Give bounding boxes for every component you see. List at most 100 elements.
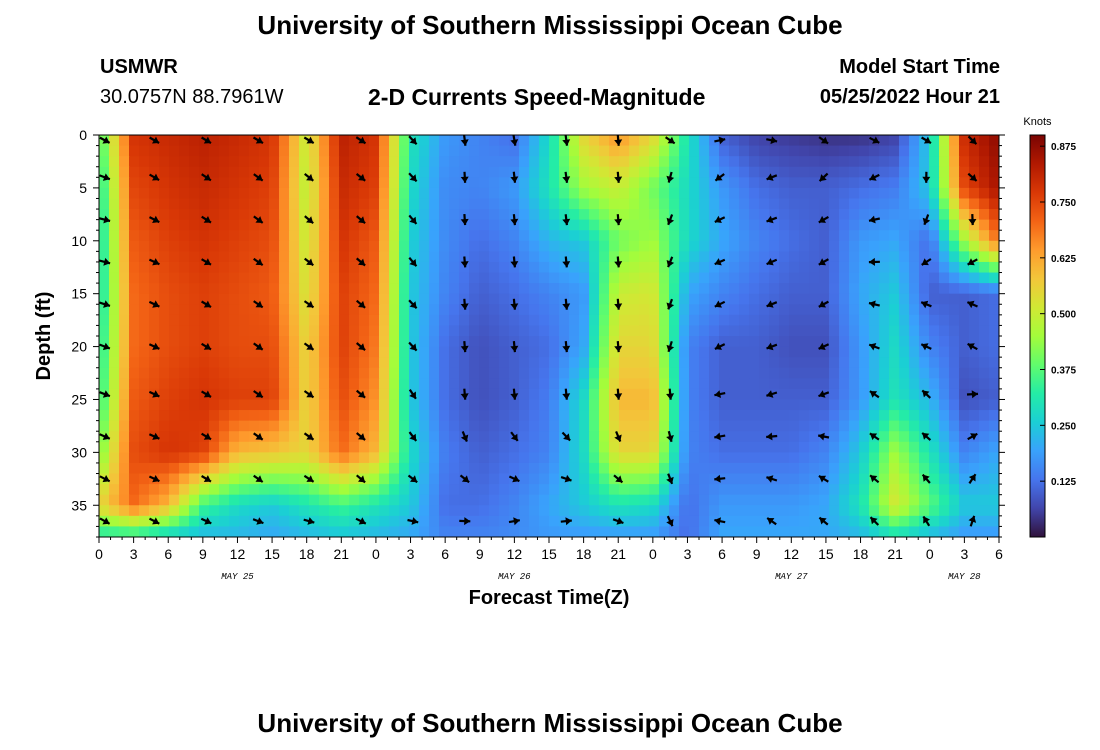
heatmap-cell <box>789 187 800 200</box>
heatmap-cell <box>239 230 250 242</box>
heatmap-cell <box>149 251 160 263</box>
date-label: MAY 25 <box>221 572 254 582</box>
heatmap-cell <box>349 367 360 379</box>
heatmap-cell <box>99 367 110 379</box>
heatmap-cell <box>319 156 330 168</box>
current-arrow <box>817 432 830 441</box>
heatmap-cell <box>699 314 710 327</box>
heatmap-cell <box>429 261 440 274</box>
heatmap-cell <box>769 145 780 157</box>
heatmap-cell <box>419 283 430 295</box>
heatmap-cell <box>869 462 880 475</box>
heatmap-cell <box>709 462 720 475</box>
heatmap-cell <box>619 399 630 411</box>
heatmap-cell <box>639 494 650 506</box>
heatmap-cell <box>909 177 920 189</box>
heatmap-cell <box>819 505 830 517</box>
heatmap-cell <box>769 240 780 252</box>
colorbar-tick-label: 0.625 <box>1051 254 1076 265</box>
heatmap-cell <box>779 219 790 231</box>
heatmap-cell <box>719 219 730 231</box>
heatmap-cell <box>619 314 630 327</box>
heatmap-cell <box>319 135 330 147</box>
heatmap-cell <box>149 441 160 453</box>
heatmap-cell <box>199 209 210 221</box>
heatmap-cell <box>189 251 200 263</box>
heatmap-cell <box>509 219 520 231</box>
heatmap-cell <box>529 230 540 242</box>
heatmap-cell <box>229 156 240 168</box>
heatmap-cell <box>119 346 130 358</box>
heatmap-cell <box>199 462 210 475</box>
heatmap-cell <box>299 198 310 210</box>
heatmap-cell <box>929 283 940 295</box>
heatmap-cell <box>709 515 720 528</box>
heatmap-cell <box>809 357 820 369</box>
heatmap-cell <box>849 187 860 200</box>
heatmap-cell <box>879 505 890 517</box>
heatmap-cell <box>689 452 700 464</box>
heatmap-cell <box>429 283 440 295</box>
heatmap-cell <box>99 251 110 263</box>
heatmap-cell <box>619 251 630 263</box>
heatmap-cell <box>359 367 370 379</box>
heatmap-cell <box>199 452 210 464</box>
heatmap-cell <box>439 346 450 358</box>
heatmap-cell <box>459 198 470 210</box>
heatmap-cell <box>879 346 890 358</box>
heatmap-cell <box>319 230 330 242</box>
heatmap-cell <box>849 177 860 189</box>
heatmap-cell <box>989 431 999 443</box>
heatmap-cell <box>569 336 580 348</box>
current-arrow-head <box>819 517 827 525</box>
heatmap-cell <box>139 261 150 274</box>
x-tick-label: 0 <box>926 546 934 562</box>
heatmap-cell <box>539 441 550 453</box>
heatmap-cell <box>269 399 280 411</box>
heatmap-cell <box>539 420 550 432</box>
heatmap-cell <box>309 198 320 210</box>
current-arrow <box>967 258 978 266</box>
heatmap-cell <box>899 240 910 252</box>
heatmap-cell <box>269 304 280 316</box>
heatmap-cell <box>299 283 310 295</box>
heatmap-cell <box>719 198 730 210</box>
current-arrow <box>562 256 571 268</box>
heatmap-cell <box>669 399 680 411</box>
current-arrow-head <box>818 215 826 223</box>
heatmap-cell <box>579 145 590 157</box>
heatmap-cell <box>929 399 940 411</box>
current-arrow-head <box>714 432 721 441</box>
current-arrow-head <box>614 176 623 183</box>
heatmap-cell <box>819 494 830 506</box>
heatmap-cell <box>849 325 860 337</box>
heatmap-cell <box>769 420 780 432</box>
heatmap-cell <box>809 261 820 274</box>
heatmap-cell <box>639 135 650 147</box>
heatmap-cell <box>679 357 690 369</box>
heatmap-cell <box>579 198 590 210</box>
heatmap-cell <box>189 230 200 242</box>
heatmap-cell <box>969 314 980 327</box>
current-arrow-head <box>869 433 878 441</box>
heatmap-cell <box>839 187 850 200</box>
heatmap-cell <box>459 367 470 379</box>
heatmap-cell <box>449 198 460 210</box>
heatmap-cell <box>809 272 820 284</box>
heatmap-cell <box>739 410 750 422</box>
heatmap-cell <box>629 283 640 295</box>
heatmap-cell <box>179 304 190 316</box>
heatmap-cell <box>569 515 580 528</box>
heatmap-cell <box>909 399 920 411</box>
heatmap-cell <box>859 336 870 348</box>
heatmap-cell <box>959 304 970 316</box>
heatmap-cell <box>329 209 340 221</box>
heatmap-cell <box>169 156 180 168</box>
heatmap-cell <box>129 378 140 390</box>
heatmap-cell <box>449 484 460 496</box>
heatmap-cell <box>689 473 700 485</box>
colorbar-tick-label: 0.875 <box>1051 142 1076 153</box>
heatmap-cell <box>279 240 290 252</box>
current-arrow <box>666 473 674 485</box>
heatmap-cell <box>679 209 690 221</box>
